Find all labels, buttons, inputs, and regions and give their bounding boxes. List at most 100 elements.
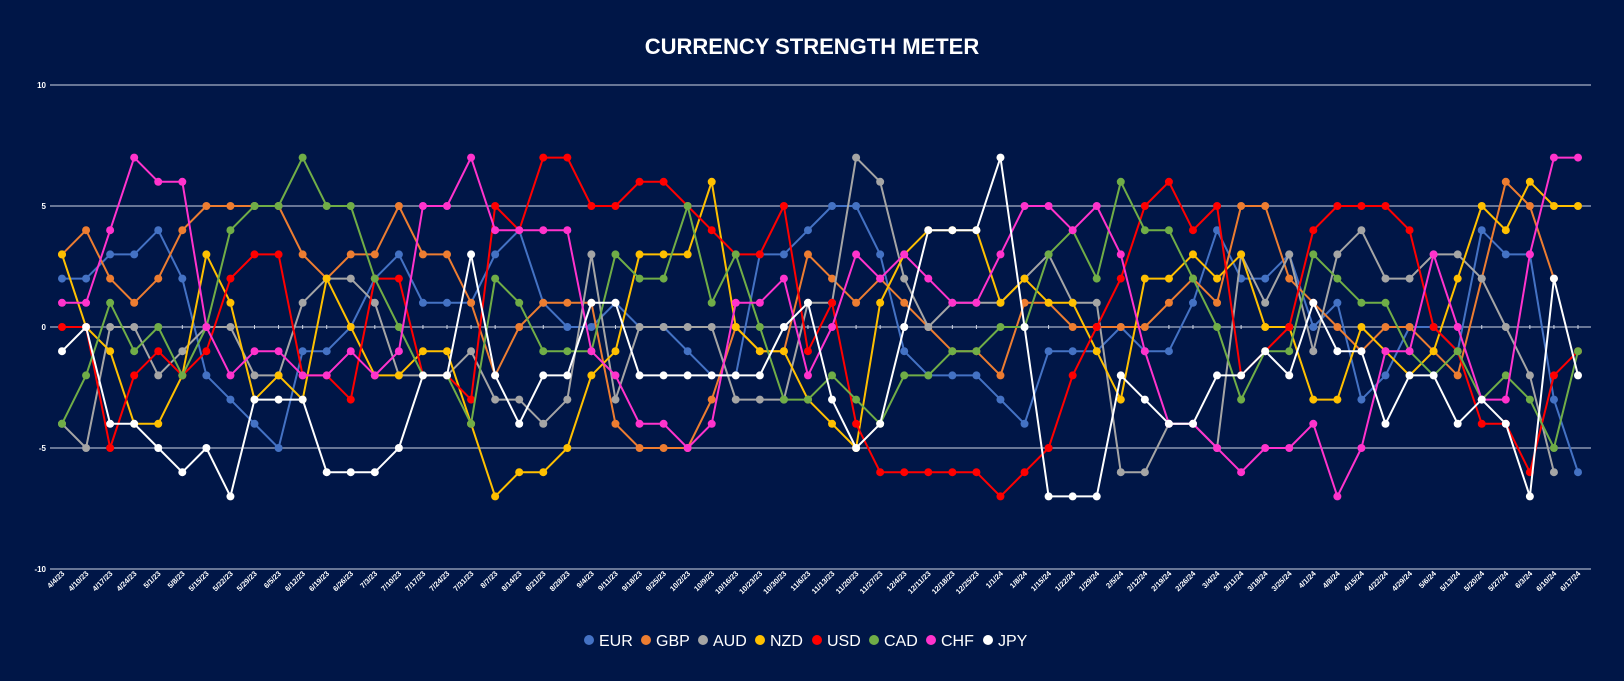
- x-tick-label: 5/20/24: [1462, 568, 1487, 593]
- data-point-aud: [106, 323, 115, 331]
- x-tick-label: 5/29/23: [235, 569, 259, 593]
- x-tick-label: 6/5/23: [262, 569, 283, 590]
- data-point-usd: [563, 153, 572, 162]
- data-point-cad: [996, 323, 1005, 331]
- data-point-nzd: [1164, 274, 1173, 283]
- data-point-aud: [635, 323, 644, 331]
- data-point-cad: [394, 323, 403, 331]
- data-point-cad: [539, 347, 548, 356]
- legend-label: JPY: [998, 633, 1028, 650]
- data-point-jpy: [1237, 371, 1246, 380]
- x-tick-label: 3/25/24: [1270, 568, 1295, 593]
- data-point-usd: [1092, 323, 1101, 331]
- data-point-jpy: [491, 371, 500, 380]
- legend-item-jpy: JPY: [983, 633, 1028, 650]
- data-point-chf: [900, 250, 909, 259]
- legend-label: EUR: [599, 633, 633, 650]
- series-nzd: [58, 177, 1582, 501]
- data-point-cad: [1140, 226, 1149, 235]
- data-point-chf: [852, 250, 861, 259]
- data-point-chf: [226, 371, 235, 380]
- data-point-aud: [852, 153, 861, 162]
- data-point-chf: [1092, 202, 1101, 210]
- legend-item-nzd: NZD: [755, 633, 803, 650]
- data-point-gbp: [1405, 323, 1414, 331]
- data-point-cad: [515, 298, 524, 307]
- x-tick-label: 9/4/23: [575, 569, 596, 590]
- data-point-cad: [298, 153, 307, 162]
- data-point-chf: [394, 347, 403, 356]
- x-tick-label: 7/3/23: [358, 569, 379, 590]
- data-point-gbp: [803, 250, 812, 259]
- data-point-gbp: [130, 298, 139, 307]
- x-tick-label: 12/18/23: [930, 569, 957, 596]
- data-point-jpy: [996, 153, 1005, 162]
- x-tick-label: 5/15/23: [187, 569, 211, 593]
- data-point-jpy: [1333, 347, 1342, 356]
- data-point-aud: [467, 347, 476, 356]
- data-point-eur: [491, 250, 500, 259]
- data-point-nzd: [274, 371, 283, 380]
- data-point-usd: [900, 468, 909, 477]
- data-point-cad: [635, 274, 644, 283]
- data-point-cad: [707, 298, 716, 307]
- data-point-eur: [202, 371, 211, 380]
- data-point-cad: [58, 419, 66, 428]
- y-tick-label: -5: [39, 444, 47, 453]
- data-point-aud: [707, 323, 716, 331]
- data-point-jpy: [1261, 347, 1270, 356]
- x-tick-label: 6/3/24: [1513, 568, 1535, 590]
- data-point-cad: [900, 371, 909, 380]
- data-point-jpy: [1068, 492, 1077, 501]
- data-point-gbp: [1261, 202, 1270, 210]
- legend-item-cad: CAD: [869, 633, 918, 650]
- data-point-aud: [683, 323, 692, 331]
- data-point-cad: [250, 202, 259, 210]
- data-point-eur: [1477, 226, 1486, 235]
- data-point-eur: [900, 347, 909, 356]
- data-point-gbp: [1213, 298, 1222, 307]
- x-tick-label: 12/11/23: [906, 569, 933, 596]
- legend-marker: [755, 635, 765, 645]
- x-tick-label: 10/2/23: [668, 569, 692, 593]
- x-tick-label: 1/8/24: [1008, 568, 1030, 590]
- x-tick-label: 4/17/23: [90, 569, 114, 593]
- data-point-cad: [82, 371, 91, 380]
- data-point-cad: [563, 347, 572, 356]
- data-point-nzd: [1549, 202, 1558, 210]
- data-point-usd: [346, 395, 355, 404]
- legend-label: NZD: [770, 633, 803, 650]
- data-point-jpy: [852, 444, 861, 452]
- data-point-eur: [178, 274, 187, 283]
- data-point-eur: [58, 274, 66, 283]
- x-tick-label: 5/6/24: [1417, 568, 1439, 590]
- data-point-jpy: [298, 395, 307, 404]
- data-point-eur: [1357, 395, 1366, 404]
- data-point-chf: [1309, 419, 1318, 428]
- data-point-jpy: [1525, 492, 1534, 501]
- data-point-gbp: [515, 323, 524, 331]
- x-tick-label: 2/12/24: [1125, 568, 1150, 593]
- x-tick-label: 9/11/23: [596, 569, 620, 593]
- data-point-cad: [130, 347, 139, 356]
- x-tick-label: 5/22/23: [211, 569, 235, 593]
- data-point-jpy: [274, 395, 283, 404]
- data-point-chf: [972, 298, 981, 307]
- data-point-aud: [370, 298, 379, 307]
- data-point-gbp: [1525, 202, 1534, 210]
- data-point-cad: [1549, 444, 1558, 452]
- legend-item-chf: CHF: [926, 633, 974, 650]
- data-point-chf: [346, 347, 355, 356]
- data-point-eur: [1381, 371, 1390, 380]
- data-point-aud: [298, 298, 307, 307]
- data-point-gbp: [154, 274, 163, 283]
- data-point-nzd: [1213, 274, 1222, 283]
- data-point-nzd: [418, 347, 427, 356]
- x-tick-label: 1/15/24: [1029, 568, 1054, 593]
- data-point-chf: [370, 371, 379, 380]
- data-point-eur: [1164, 347, 1173, 356]
- data-point-jpy: [322, 468, 331, 477]
- data-point-aud: [515, 395, 524, 404]
- data-point-cad: [611, 250, 620, 259]
